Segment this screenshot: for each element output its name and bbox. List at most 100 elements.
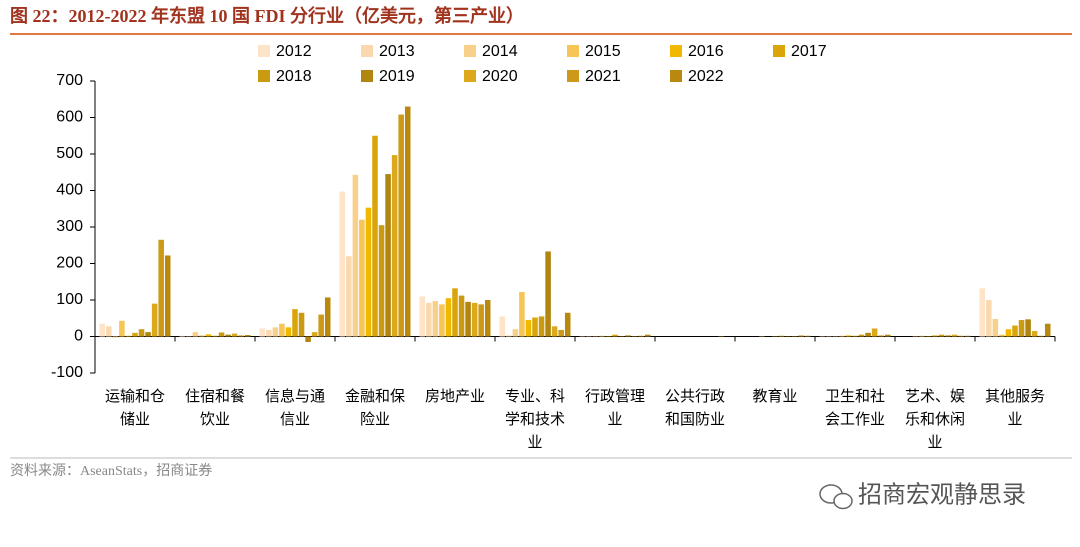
bar <box>565 313 571 337</box>
bar <box>398 115 404 337</box>
bar <box>478 304 484 336</box>
bar <box>993 319 999 337</box>
x-tick-label: 金融和保险业 <box>345 387 405 428</box>
legend-label: 2022 <box>688 68 724 85</box>
legend-label: 2020 <box>482 68 518 85</box>
bar <box>225 335 231 337</box>
bar <box>1025 319 1031 336</box>
legend-swatch <box>773 45 785 57</box>
legend-swatch <box>361 70 373 82</box>
bar <box>245 335 251 336</box>
legend-swatch <box>567 45 579 57</box>
bar <box>113 337 119 338</box>
bar <box>446 298 452 336</box>
bar <box>126 336 132 337</box>
bar <box>999 335 1005 337</box>
bar <box>372 136 378 337</box>
legend-swatch <box>670 70 682 82</box>
bar <box>539 316 545 336</box>
legend-label: 2018 <box>276 68 312 85</box>
bar <box>219 332 225 336</box>
x-tick-label: 运输和仓储业 <box>105 387 165 428</box>
bar <box>865 333 871 337</box>
bar <box>212 336 218 337</box>
bar <box>359 220 365 337</box>
bar <box>106 326 112 336</box>
source: 资料来源：AseanStats，招商证券 <box>10 463 212 479</box>
bar <box>152 304 158 337</box>
watermark-icon <box>820 485 852 509</box>
bar <box>433 301 439 336</box>
bar <box>353 175 359 337</box>
bar <box>292 309 298 336</box>
bar <box>405 107 411 337</box>
bar <box>545 251 551 336</box>
bar <box>638 336 644 337</box>
bar <box>165 255 171 336</box>
legend-swatch <box>464 45 476 57</box>
bar <box>260 328 266 336</box>
watermark: 招商宏观静思录 <box>858 481 1026 508</box>
legend-swatch <box>670 45 682 57</box>
bar <box>645 335 651 337</box>
y-tick-label: 200 <box>56 255 83 272</box>
bar <box>952 335 958 337</box>
bar <box>798 335 804 336</box>
bar <box>779 336 785 337</box>
bar <box>612 335 618 337</box>
bar <box>266 330 272 337</box>
y-tick-label: 100 <box>56 291 83 308</box>
legend-swatch <box>361 45 373 57</box>
legend-label: 2017 <box>791 43 827 60</box>
bar <box>1045 324 1051 337</box>
bar <box>1006 329 1012 336</box>
bar <box>852 336 858 337</box>
legend-label: 2019 <box>379 68 415 85</box>
bar <box>872 328 878 336</box>
legend-label: 2015 <box>585 43 621 60</box>
bar <box>485 300 491 337</box>
bar <box>1012 326 1018 337</box>
bar <box>180 336 186 337</box>
bar <box>346 256 352 336</box>
bar <box>465 302 471 337</box>
bar <box>426 303 432 337</box>
x-tick-label: 房地产业 <box>425 387 485 405</box>
bar <box>513 329 519 336</box>
bar <box>625 335 631 336</box>
legend-label: 2012 <box>276 43 312 60</box>
bar <box>526 320 532 336</box>
bar <box>939 335 945 337</box>
bar <box>385 174 391 336</box>
x-tick-label: 公共行政和国防业 <box>665 387 725 428</box>
legend-swatch <box>464 70 476 82</box>
bar <box>340 192 346 337</box>
legend-swatch <box>258 70 270 82</box>
bar <box>420 296 426 336</box>
bar <box>500 316 506 336</box>
x-tick-label: 其他服务业 <box>985 387 1045 428</box>
x-tick-label: 专业、科学和技术业 <box>505 387 565 451</box>
bar <box>305 337 311 342</box>
bar <box>325 297 331 336</box>
legend-label: 2013 <box>379 43 415 60</box>
bar <box>439 304 445 336</box>
bar <box>132 333 138 337</box>
bar <box>919 336 925 337</box>
legend-swatch <box>567 70 579 82</box>
bar <box>980 288 986 336</box>
bar <box>206 334 212 336</box>
bar <box>273 327 279 336</box>
bar <box>945 335 951 336</box>
y-tick-label: 300 <box>56 218 83 235</box>
bar <box>193 332 199 336</box>
bar <box>279 324 285 337</box>
bar <box>965 336 971 337</box>
bar <box>839 336 845 337</box>
bar <box>986 300 992 337</box>
legend-label: 2016 <box>688 43 724 60</box>
x-tick-label: 信息与通信业 <box>265 387 325 428</box>
bar <box>878 335 884 336</box>
x-tick-label: 教育业 <box>752 387 797 405</box>
